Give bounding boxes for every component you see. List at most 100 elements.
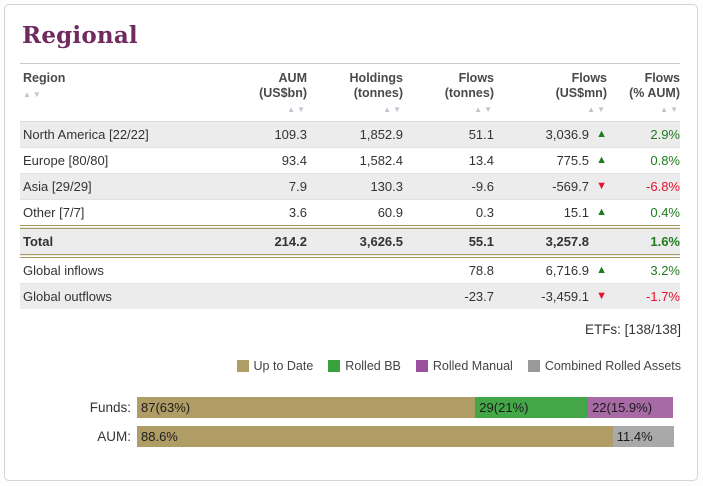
bar-row: AUM: 88.6% 11.4% [19,426,683,447]
sort-control[interactable]: ▲▼ [403,105,494,115]
up-arrow-icon: ▲ [596,206,607,218]
cell-flows-pct: 0.4% [650,205,680,220]
cell-holdings: 60.9 [377,205,403,220]
cell-flows-pct: 2.9% [650,127,680,142]
cell-flows-usd: 6,716.9 ▲ [545,263,607,278]
footer-note: Year to date 10 February, 2022 [23,480,683,481]
cell-flows-pct: 3.2% [650,263,680,278]
sort-desc-icon[interactable]: ▼ [597,105,607,114]
cell-flows-tonnes: 51.1 [468,127,494,142]
table-row: Europe [80/80] 93.4 1,582.4 13.4 775.5 ▲ 0.8% [20,147,680,174]
column-title: Flows [458,71,494,85]
column-unit: Region [23,71,66,85]
bar-segment: 29(21%) [475,397,589,418]
column-title: Holdings [349,71,403,85]
cell-flows-pct: -6.8% [646,179,680,194]
bar-segment: 87(63%) [137,397,476,418]
legend-label: Up to Date [253,359,314,373]
cell-flows-tonnes: 55.1 [468,234,494,249]
column-unit: (tonnes) [353,86,403,100]
cell-region: Other [7/7] [23,205,85,220]
table-row: Global outflows -23.7 -3,459.1 ▼ -1.7% [20,283,680,310]
cell-holdings [307,284,403,310]
cell-flows-tonnes: 0.3 [475,205,494,220]
sort-asc-icon[interactable]: ▲ [287,105,298,114]
bar-track: 87(63%) 29(21%) 22(15.9%) [137,397,674,418]
column-header-us$mn: Flows (US$mn) ▲▼ [494,64,607,122]
table-row: North America [22/22] 109.3 1,852.9 51.1 3,0… [20,121,680,148]
cell-region: North America [22/22] [23,127,149,142]
cell-flows-usd: -3,459.1 ▼ [541,289,607,304]
cell-flows-usd: -569.7 ▼ [552,179,607,194]
table-row: Total 214.2 3,626.5 55.1 3,257.8 1.6% [20,227,680,256]
sort-desc-icon[interactable]: ▼ [670,105,680,114]
legend-swatch-icon [415,360,428,372]
bar-segment: 11.4% [612,426,674,447]
sort-asc-icon[interactable]: ▲ [23,90,33,99]
down-arrow-icon: ▼ [596,180,607,192]
sort-asc-icon[interactable]: ▲ [474,105,485,114]
cell-holdings [307,256,403,284]
column-unit: (US$mn) [555,86,607,100]
sort-desc-icon[interactable]: ▼ [393,105,403,114]
sort-control[interactable]: ▲▼ [607,105,680,115]
sort-control[interactable]: ▲▼ [23,90,217,100]
sort-control[interactable]: ▲▼ [307,105,403,115]
page-title: Regional [22,22,138,49]
table-row: Other [7/7] 3.6 60.9 0.3 15.1 ▲ 0.4% [20,199,680,228]
table-row: Global inflows 78.8 6,716.9 ▲ 3.2% [20,256,680,284]
chart-legend: Up to Date Rolled BB Rolled Manual Combined… [19,359,681,373]
legend-item: Rolled BB [328,359,401,373]
cell-region: Global outflows [23,289,112,304]
column-header-region: Region ▲▼ [20,64,217,122]
cell-region: Total [23,234,54,249]
bar-track: 88.6% 11.4% [137,426,674,447]
cell-flows-tonnes: -23.7 [464,289,494,304]
cell-flows-tonnes: -9.6 [471,179,494,194]
column-unit: (tonnes) [444,86,494,100]
cell-aum: 3.6 [288,205,307,220]
sort-asc-icon[interactable]: ▲ [660,105,671,114]
sort-desc-icon[interactable]: ▼ [32,90,43,99]
cell-aum: 109.3 [274,127,307,142]
table-header: Region ▲▼ AUM (US$bn) ▲▼ Holdings (tonnes) ▲▼ Fl… [20,63,680,122]
legend-swatch-icon [527,360,540,372]
sort-asc-icon[interactable]: ▲ [383,105,394,114]
sort-desc-icon[interactable]: ▼ [484,105,494,114]
regional-flows-table: Region ▲▼ AUM (US$bn) ▲▼ Holdings (tonnes) ▲▼ Fl… [20,63,680,309]
cell-region: Asia [29/29] [23,179,92,194]
column-header-%aum: Flows (% AUM) ▲▼ [607,64,680,122]
table-row: Asia [29/29] 7.9 130.3 -9.6 -569.7 ▼ -6.8% [20,173,680,200]
cell-holdings: 3,626.5 [359,234,403,249]
column-header-us$bn: AUM (US$bn) ▲▼ [217,64,307,122]
bar-label: AUM: [97,429,131,444]
up-arrow-icon: ▲ [596,154,607,166]
cell-aum: 214.2 [274,234,307,249]
regional-panel: Regional Region ▲▼ AUM (US$bn) ▲▼ Holdings (to… [4,4,698,481]
bar-label: Funds: [89,400,131,415]
column-unit: (% AUM) [629,86,680,100]
column-unit: (US$bn) [259,86,307,100]
column-title: Flows [644,71,680,85]
cell-aum [217,284,307,310]
cell-holdings: 1,852.9 [359,127,403,142]
cell-flows-usd: 3,036.9 ▲ [545,127,607,142]
sort-control[interactable]: ▲▼ [217,105,307,115]
legend-swatch-icon [236,360,249,372]
cell-aum: 93.4 [281,153,307,168]
sort-desc-icon[interactable]: ▼ [297,105,307,114]
column-title: AUM [278,71,307,85]
cell-flows-tonnes: 78.8 [468,263,494,278]
cell-flows-pct: 1.6% [650,234,680,249]
legend-swatch-icon [328,360,341,372]
sort-control[interactable]: ▲▼ [494,105,607,115]
legend-item: Up to Date [236,359,314,373]
cell-flows-pct: 0.8% [650,153,680,168]
cell-holdings: 1,582.4 [359,153,403,168]
cell-flows-usd: 3,257.8 [545,234,589,249]
etfs-count: ETFs: [138/138] [584,322,681,337]
up-arrow-icon: ▲ [596,264,607,276]
sort-asc-icon[interactable]: ▲ [587,105,598,114]
legend-label: Rolled Manual [432,359,513,373]
cell-region: Global inflows [23,263,104,278]
